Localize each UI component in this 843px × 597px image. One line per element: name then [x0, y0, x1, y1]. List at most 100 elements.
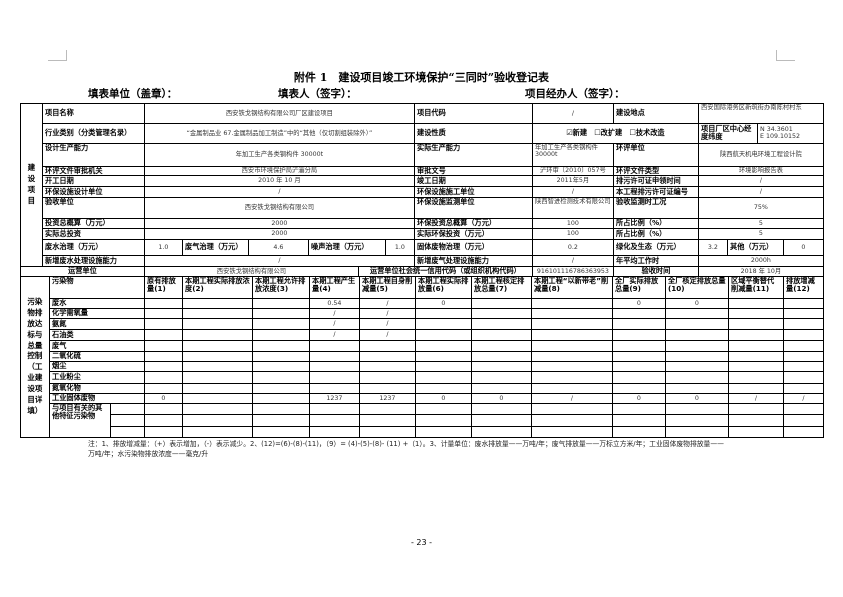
other-label-cell: 其他（万元） — [727, 239, 784, 256]
design-capacity-cell: 年加工生产各类钢构件 30000t — [144, 143, 415, 167]
other-pollutant-value — [531, 426, 613, 438]
pollutant-value — [182, 371, 253, 384]
other-pollutant-name — [110, 414, 145, 427]
green-label-cell: 绿化及生态（万元） — [613, 239, 699, 256]
other-pollutant-value — [531, 414, 613, 427]
other-pollutant-value — [471, 426, 532, 438]
filler-label: 填表人（签字）： — [278, 88, 357, 100]
column-header: 本期工程核定排放总量(7) — [471, 276, 532, 299]
other-pollutant-value — [309, 414, 360, 427]
pollutant-value — [531, 371, 613, 384]
column-header: 全厂核定排放总量(10) — [665, 276, 729, 299]
industry-label-cell: 行业类别（分类管理名录） — [42, 123, 145, 144]
eia-unit-cell: 陕西航天机电环境工程设计院 — [698, 143, 824, 167]
column-header: 本期工程实际排放量(6) — [415, 276, 472, 299]
other-pollutant-value — [359, 414, 416, 427]
other-pollutant-value — [182, 426, 253, 438]
coord-e: E 109.10152 — [760, 133, 801, 141]
form-title: 附件 1 建设项目竣工环境保护“三同时”验收登记表 — [293, 71, 550, 84]
pollutant-value — [415, 371, 472, 384]
footnote-line-1: 注：1、排放增减量：（+）表示增加，（-）表示减少。2、(12)=(6)-(8)… — [88, 440, 724, 448]
coord-label-cell: 项目厂区中心经度纬度 — [698, 123, 758, 144]
nature-label-cell: 建设性质 — [414, 123, 533, 144]
other-pollutant-value — [665, 426, 729, 438]
other-pollutant-value — [471, 414, 532, 427]
water-cell: 1.0 — [144, 239, 183, 256]
other-pollutant-value — [144, 414, 183, 427]
other-pollutant-value — [612, 426, 666, 438]
industry-cell: “金属制品业 67.金属制品加工制造”中的“其他（仅切割组装除外）” — [144, 123, 415, 144]
other-pollutant-value — [783, 426, 824, 438]
other-pollutant-value — [309, 426, 360, 438]
name-label-cell: 项目名称 — [42, 103, 145, 124]
other-pollutants-label: 与项目有关的其他特征污染物 — [49, 403, 111, 438]
pollutant-value — [309, 371, 360, 384]
other-pollutant-value — [359, 426, 416, 438]
actual-capacity-cell: 年加工生产各类钢构件 30000t — [532, 143, 614, 167]
acceptance-unit-cell: 西安铁戈钢结构有限公司 — [144, 197, 415, 219]
other-pollutant-value — [612, 414, 666, 427]
pollutant-value — [783, 371, 824, 384]
other-pollutant-value — [728, 414, 784, 427]
column-header: 本期工程自身削减量(5) — [359, 276, 416, 299]
other-pollutant-value — [415, 426, 472, 438]
fill-unit-label: 填表单位（盖章）： — [88, 88, 178, 100]
column-header: 区域平衡替代削减量(11) — [728, 276, 784, 299]
other-pollutant-value — [252, 414, 310, 427]
name-cell: 西安铁戈钢结构有限公司厂区建设项目 — [144, 103, 415, 124]
pollutant-value — [471, 371, 532, 384]
site-label-cell: 建设地点 — [613, 103, 699, 124]
design-capacity-label-cell: 设计生产能力 — [42, 143, 145, 167]
other-pollutant-value — [783, 414, 824, 427]
acceptance-unit-label-cell: 验收单位 — [42, 197, 145, 219]
page-number: - 23 - — [410, 538, 433, 547]
column-header: 本期工程产生量(4) — [309, 276, 360, 299]
pollutant-value — [728, 371, 784, 384]
other-pollutant-value — [252, 426, 310, 438]
pollutant-section-label: 污染物排放达标与总量控制（工业建设项目详填） — [20, 276, 50, 438]
gas-label-cell: 废气治理（万元） — [182, 239, 249, 256]
handler-label: 项目经办人（签字）： — [525, 88, 625, 100]
green-cell: 3.2 — [698, 239, 728, 256]
column-header: 排放增减量(12) — [783, 276, 824, 299]
monitor-unit-cell: 陕西智进检测技术有限公司 — [532, 197, 614, 219]
pollutant-header: 污染物 — [49, 276, 145, 299]
footnote-line-2: 万吨/年；水污染物排放浓度——毫克/升 — [88, 450, 209, 459]
other-pollutant-value — [415, 414, 472, 427]
solid-cell: 0.2 — [532, 239, 614, 256]
pollutant-value — [359, 371, 416, 384]
code-cell: / — [532, 103, 614, 124]
pollutant-name: 工业粉尘 — [49, 371, 145, 384]
eia-unit-label-cell: 环评单位 — [613, 143, 699, 167]
other-pollutant-value — [665, 414, 729, 427]
solid-label-cell: 固体废物治理（万元） — [414, 239, 533, 256]
noise-cell: 1.0 — [385, 239, 415, 256]
other-cell: 0 — [783, 239, 824, 256]
footnote: 注：1、排放增减量：（+）表示增加，（-）表示减少。2、(12)=(6)-(8)… — [88, 439, 768, 459]
actual-capacity-label-cell: 实际生产能力 — [414, 143, 533, 167]
monitor-unit-label-cell: 环保设施监测单位 — [414, 197, 533, 219]
column-header: 原有排放量(1) — [144, 276, 183, 299]
pollutant-value — [144, 371, 183, 384]
column-header: 本期工程“以新带老”削减量(8) — [531, 276, 613, 299]
project-section-label: 建设项目 — [20, 103, 43, 267]
gas-cell: 4.6 — [248, 239, 309, 256]
pollutant-value — [665, 371, 729, 384]
code-label-cell: 项目代码 — [414, 103, 533, 124]
condition-label-cell: 验收监测时工况 — [613, 197, 699, 219]
other-pollutant-value — [182, 414, 253, 427]
other-pollutant-name — [110, 426, 145, 438]
other-pollutant-value — [728, 426, 784, 438]
condition-cell: 75% — [698, 197, 824, 219]
noise-label-cell: 噪声治理（万元） — [308, 239, 386, 256]
coord-n: N 34.3601 — [760, 126, 793, 134]
column-header: 本期工程允许排放浓度(3) — [252, 276, 310, 299]
coordinates-cell: N 34.3601 E 109.10152 — [757, 123, 824, 144]
water-label-cell: 废水治理（万元） — [42, 239, 145, 256]
site-cell: 西安国际港务区新筑街办南陈村村东 — [698, 103, 824, 124]
column-header: 本期工程实际排放浓度(2) — [182, 276, 253, 299]
pollutant-value — [612, 371, 666, 384]
construction-nature-checkboxes: ☑新建 ☐改扩建 ☐技术改造 — [532, 123, 699, 144]
other-pollutant-value — [144, 426, 183, 438]
pollutant-value — [252, 371, 310, 384]
